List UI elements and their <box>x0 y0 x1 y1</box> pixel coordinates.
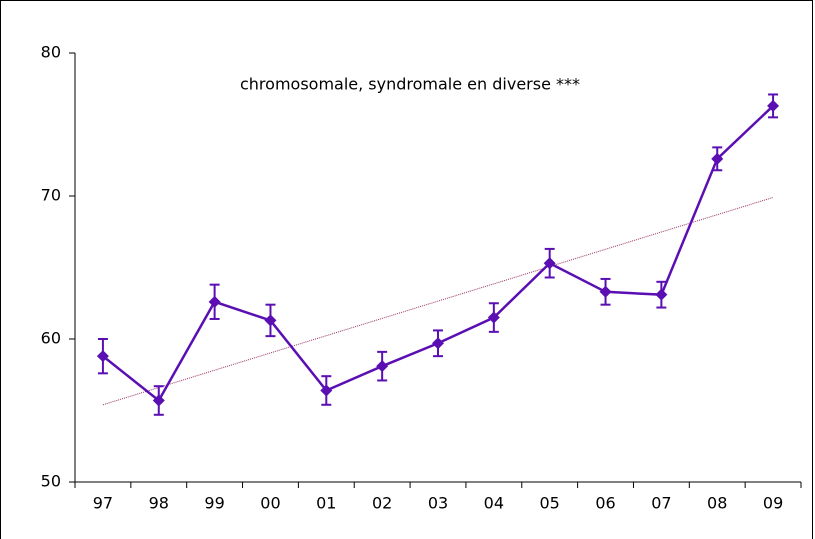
x-tick-label: 98 <box>149 494 169 513</box>
marker <box>208 295 221 308</box>
x-tick-label: 03 <box>428 494 448 513</box>
marker <box>543 257 556 270</box>
marker <box>376 360 389 373</box>
marker <box>711 152 724 165</box>
marker <box>320 384 333 397</box>
trendline <box>102 196 774 406</box>
y-tick-label: 80 <box>41 43 61 62</box>
x-tick-label: 00 <box>260 494 280 513</box>
marker <box>599 285 612 298</box>
x-tick-label: 07 <box>651 494 671 513</box>
x-tick-label: 09 <box>763 494 783 513</box>
marker <box>264 314 277 327</box>
x-tick-label: 08 <box>707 494 727 513</box>
marker <box>432 337 444 350</box>
x-tick-label: 97 <box>93 494 113 513</box>
x-tick-label: 06 <box>595 494 615 513</box>
marker <box>96 350 109 363</box>
x-tick-label: 01 <box>316 494 336 513</box>
x-tick-label: 04 <box>484 494 504 513</box>
x-tick-label: 02 <box>372 494 392 513</box>
x-tick-label: 99 <box>204 494 224 513</box>
annotation: chromosomale, syndromale en diverse *** <box>240 75 580 94</box>
marker <box>767 99 780 112</box>
x-tick-label: 05 <box>540 494 560 513</box>
marker <box>487 311 500 324</box>
y-tick-label: 50 <box>41 472 61 491</box>
y-tick-label: 70 <box>41 186 61 205</box>
marker <box>152 394 165 407</box>
y-tick-label: 60 <box>41 329 61 348</box>
marker <box>655 288 668 301</box>
